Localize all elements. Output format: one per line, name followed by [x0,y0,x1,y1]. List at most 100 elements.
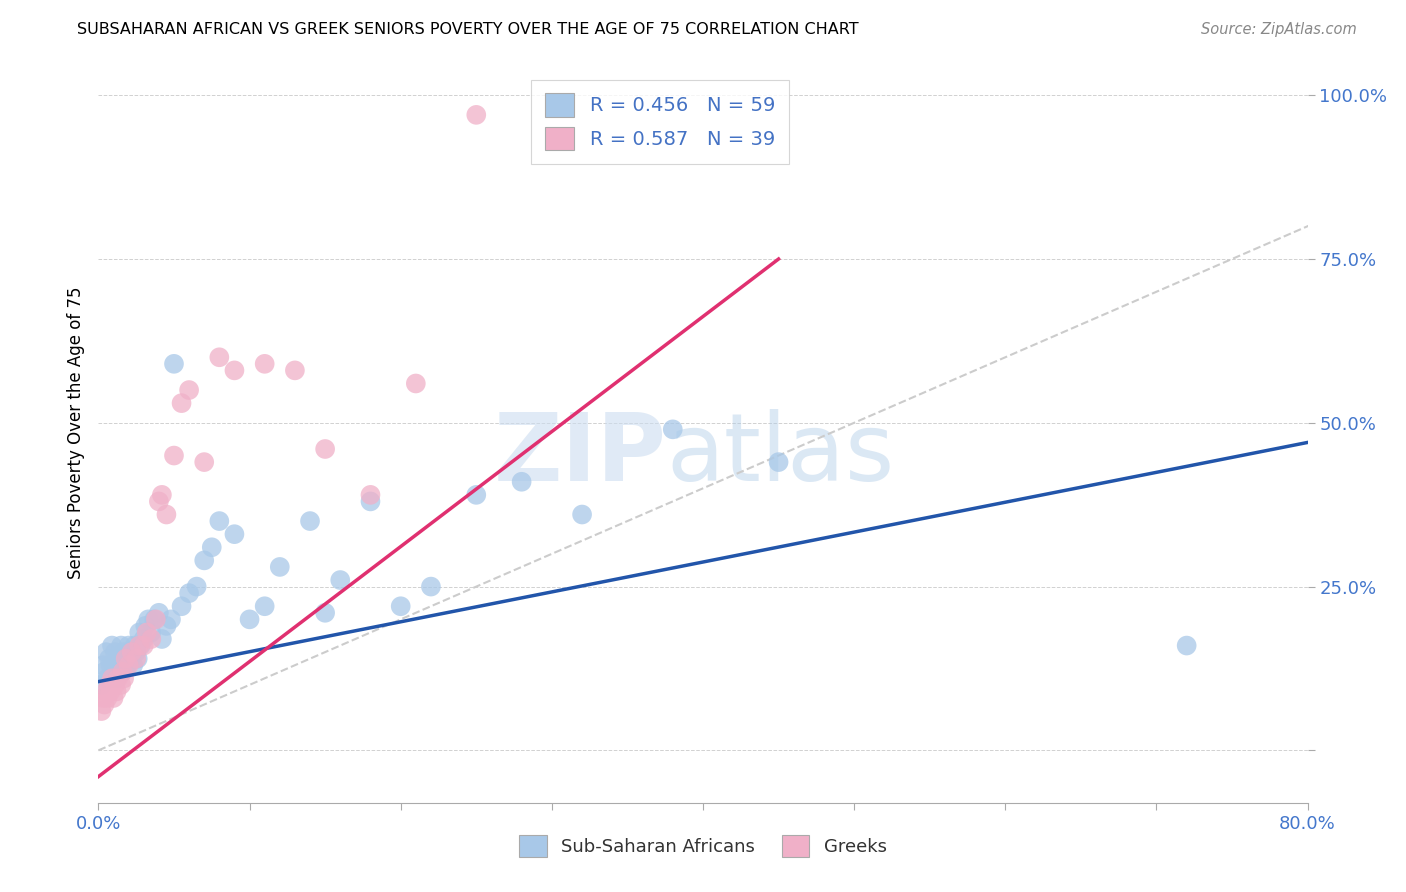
Point [104,645,127,659]
Point [360,488,382,502]
Point [163,357,186,371]
Point [163,449,186,463]
Point [101,671,124,685]
Point [103,690,125,705]
Point [1175,639,1198,653]
Point [110,678,132,692]
Point [141,632,163,646]
Point [143,612,166,626]
Point [148,494,170,508]
Point [114,651,136,665]
Point [121,645,143,659]
Point [121,651,143,665]
Point [314,442,336,456]
Point [135,625,157,640]
Point [148,606,170,620]
Point [155,508,177,522]
Point [134,619,156,633]
Point [96,690,118,705]
Point [93,698,115,712]
Point [129,639,152,653]
Text: SUBSAHARAN AFRICAN VS GREEK SENIORS POVERTY OVER THE AGE OF 75 CORRELATION CHART: SUBSAHARAN AFRICAN VS GREEK SENIORS POVE… [77,22,859,37]
Point [239,612,262,626]
Point [269,560,291,574]
Point [208,351,231,365]
Point [768,455,790,469]
Point [193,455,215,469]
Point [100,658,122,673]
Point [150,632,173,646]
Point [186,580,208,594]
Point [127,651,149,665]
Point [145,612,167,626]
Point [160,612,183,626]
Point [193,553,215,567]
Point [299,514,322,528]
Point [105,684,128,698]
Legend: Sub-Saharan Africans, Greeks: Sub-Saharan Africans, Greeks [519,835,887,856]
Point [420,580,443,594]
Point [118,658,141,673]
Text: ZIP: ZIP [494,409,666,500]
Point [104,678,127,692]
Point [132,639,155,653]
Point [112,645,135,659]
Point [100,684,122,698]
Point [111,665,134,679]
Point [314,606,336,620]
Point [94,645,117,659]
Point [661,422,683,436]
Point [98,678,121,692]
Point [179,383,201,397]
Point [125,651,148,665]
Point [107,651,129,665]
Point [465,488,488,502]
Point [105,671,128,685]
Point [93,665,115,679]
Point [136,612,159,626]
Point [115,658,138,673]
Point [90,678,112,692]
Point [96,671,118,685]
Point [465,108,488,122]
Point [118,639,141,653]
Point [108,658,131,673]
Point [128,639,150,653]
Point [155,619,177,633]
Point [253,357,276,371]
Point [224,527,246,541]
Point [201,541,224,555]
Point [98,651,121,665]
Point [111,665,134,679]
Point [360,494,382,508]
Point [91,658,114,673]
Point [110,639,132,653]
Point [103,665,125,679]
Point [101,639,124,653]
Point [122,658,145,673]
Text: Source: ZipAtlas.com: Source: ZipAtlas.com [1201,22,1357,37]
Point [389,599,412,614]
Point [114,651,136,665]
Point [141,625,163,640]
Point [405,376,427,391]
Point [208,514,231,528]
Point [94,684,117,698]
Point [179,586,201,600]
Point [107,671,129,685]
Point [132,632,155,646]
Y-axis label: Seniors Poverty Over the Age of 75: Seniors Poverty Over the Age of 75 [66,286,84,579]
Point [170,599,193,614]
Point [170,396,193,410]
Point [112,671,135,685]
Point [90,704,112,718]
Point [125,645,148,659]
Point [91,690,114,705]
Text: atlas: atlas [666,409,896,500]
Point [253,599,276,614]
Point [120,645,142,659]
Point [150,488,173,502]
Point [571,508,593,522]
Point [510,475,533,489]
Point [224,363,246,377]
